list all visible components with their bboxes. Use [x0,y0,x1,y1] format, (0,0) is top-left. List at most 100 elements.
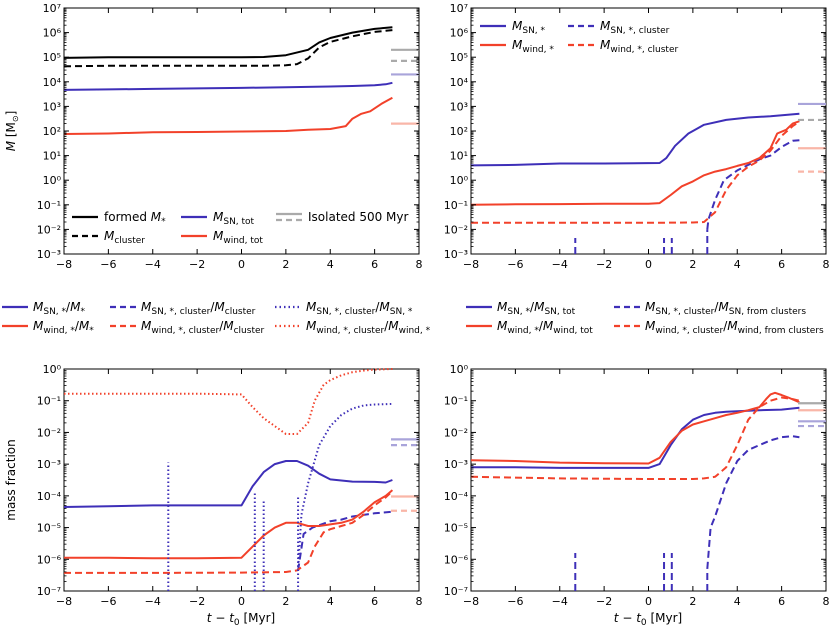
legend-entry: Mwind, */M* [33,319,94,336]
y-tick-label: 10⁵ [450,51,468,64]
x-axis-label: t − t0 [Myr] [614,611,682,627]
panel-top-left: −8 −6 −4 −2 0 2 4 6 8 10⁻³ 10⁻² 10⁻¹ 10⁰ 10¹ 10² 10³ 10⁴… [4,2,423,271]
series-line [63,460,393,508]
series-line [297,510,393,571]
x-tick-label: 2 [282,258,289,271]
y-tick-label: 10⁴ [43,76,62,89]
series-line [64,490,394,574]
y-axis-label: M [M⊙] [4,111,20,152]
y-tick-label: 10⁻² [444,426,468,439]
y-tick-label: 10⁰ [450,174,469,187]
x-tick-label: 2 [689,595,696,608]
y-tick-label: 10² [450,125,468,138]
panel-bottom-right: −8 −6 −4 −2 0 2 4 6 8 10⁻⁷ 10⁻⁶ 10⁻⁵ 10⁻⁴ 10⁻³ 10⁻² 10⁻… [444,300,830,627]
x-tick-label: 6 [371,258,378,271]
tick-group: −8 −6 −4 −2 0 2 4 6 8 10⁻⁷ 10⁻⁶ 10⁻⁵ 10⁻⁴ 10⁻³ 10⁻² 10⁻… [444,363,830,608]
x-tick-label: 6 [778,595,785,608]
x-tick-label: −4 [145,258,161,271]
legend-entry: MSN, *, cluster/Mcluster [141,300,256,317]
x-tick-label: −8 [56,595,72,608]
series-line [470,391,800,465]
y-tick-label: 10⁻⁶ [37,553,62,566]
y-tick-label: 10⁷ [450,2,468,15]
y-tick-label: 10⁻⁵ [444,522,468,535]
tick-group: −8 −6 −4 −2 0 2 4 6 8 10⁻⁷ 10⁻⁶ 10⁻⁵ 10⁻⁴ 10⁻³ 10⁻² 10⁻… [37,363,423,608]
legend-entry: Mwind, *, cluster [600,38,678,55]
tick-group: −8 −6 −4 −2 0 2 4 6 8 10⁻³ 10⁻² 10⁻¹ 10⁰ 10¹ 10² 10³ 10⁴… [444,2,830,271]
y-tick-label: 10⁻³ [444,458,468,471]
x-tick-label: 0 [645,258,652,271]
legend: MSN, */MSN, tot Mwind, */Mwind, tot MSN,… [466,300,824,336]
x-tick-label: −6 [100,595,116,608]
y-tick-label: 10⁻⁴ [444,490,469,503]
legend: MSN, * Mwind, * MSN, *, cluster Mwind, *… [480,19,678,55]
y-tick-label: 10⁶ [450,27,469,40]
series-group [63,368,419,591]
legend: formed M* Mcluster MSN, tot Mwind, tot I… [72,210,409,246]
x-tick-label: −8 [463,595,479,608]
x-tick-label: −2 [596,595,612,608]
y-tick-label: 10² [43,125,61,138]
legend-entry: MSN, *, cluster/MSN, * [306,300,413,317]
x-tick-label: −6 [507,595,523,608]
x-tick-label: −8 [463,258,479,271]
x-tick-label: −2 [189,595,205,608]
x-tick-label: 8 [823,595,830,608]
series-line [64,489,394,560]
x-tick-label: −4 [552,258,568,271]
x-tick-label: 6 [778,258,785,271]
y-tick-label: 10³ [43,100,61,113]
x-tick-label: 4 [327,595,334,608]
x-tick-label: −2 [596,258,612,271]
y-tick-label: 10⁻³ [37,458,61,471]
y-tick-label: 10⁵ [43,51,61,64]
y-tick-label: 10⁻⁷ [37,585,61,598]
y-tick-label: 10¹ [43,150,61,163]
y-tick-label: 10⁻³ [444,248,468,261]
axes-frame [470,368,827,592]
y-tick-label: 10⁻¹ [37,395,61,408]
series-line [63,96,393,135]
series-line [470,120,800,206]
x-tick-label: 8 [823,258,830,271]
series-line [706,435,800,569]
series-line [297,402,393,571]
legend-entry: Mcluster [104,229,145,246]
y-tick-label: 10⁴ [450,76,469,89]
y-tick-label: 10⁻¹ [444,199,468,212]
x-tick-label: 4 [734,595,741,608]
legend-entry: MSN, * [512,19,546,36]
y-tick-label: 10³ [450,100,468,113]
y-tick-label: 10⁰ [43,363,62,376]
legend-entry: MSN, */MSN, tot [497,300,576,317]
panel-bottom-left: −8 −6 −4 −2 0 2 4 6 8 10⁻⁷ 10⁻⁶ 10⁻⁵ 10⁻⁴ 10⁻³ 10⁻² 10⁻… [2,300,431,627]
y-tick-label: 10⁻⁷ [444,585,468,598]
y-tick-label: 10⁻¹ [444,395,468,408]
legend-entry: MSN, *, cluster [600,19,670,36]
legend-entry: Isolated 500 Myr [308,210,409,224]
panel-top-right: −8 −6 −4 −2 0 2 4 6 8 10⁻³ 10⁻² 10⁻¹ 10⁰ 10¹ 10² 10³ 10⁴… [444,2,830,271]
y-tick-label: 10⁶ [43,27,62,40]
x-tick-label: −4 [552,595,568,608]
legend-entry: MSN, tot [213,210,255,227]
x-axis-label: t − t0 [Myr] [207,611,275,627]
y-tick-label: 10⁻⁶ [444,553,469,566]
y-tick-label: 10⁷ [43,2,61,15]
y-tick-label: 10⁻² [37,426,61,439]
series-line [706,139,800,230]
x-tick-label: 2 [689,258,696,271]
series-line [63,29,393,68]
x-tick-label: −6 [507,258,523,271]
series-line [63,26,393,59]
legend-entry: Mwind, tot [213,229,263,246]
x-tick-label: 6 [371,595,378,608]
y-tick-label: 10⁰ [450,363,469,376]
series-line [470,112,800,167]
y-tick-label: 10¹ [450,150,468,163]
legend-entry: MSN, *, cluster/MSN, from clusters [645,300,806,317]
series-group [470,102,826,254]
x-tick-label: 4 [327,258,334,271]
series-line [63,81,393,91]
y-axis-label: mass fraction [4,439,18,520]
series-line [64,368,393,435]
